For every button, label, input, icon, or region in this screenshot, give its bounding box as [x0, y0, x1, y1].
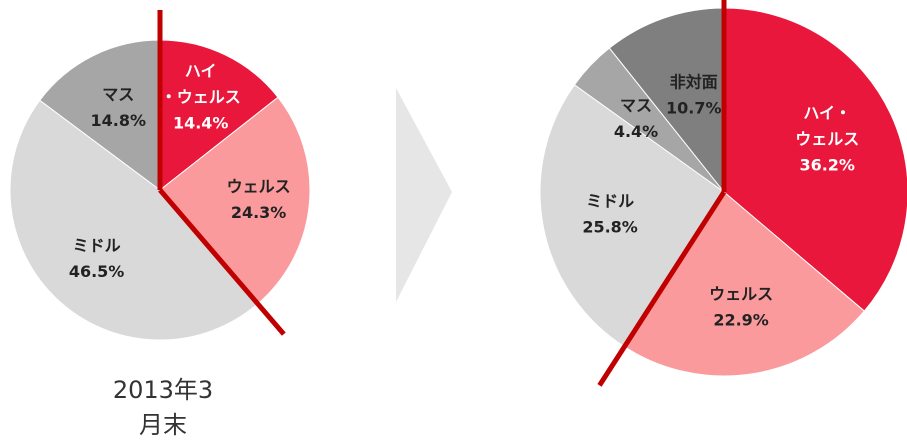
- pie-slice: [159, 39, 279, 192]
- slice-value-label: 10.7%: [666, 99, 722, 118]
- slice-value-label: 46.5%: [69, 262, 125, 281]
- slice-value-label: 25.8%: [582, 218, 638, 237]
- slice-name-label: ウェルス: [709, 285, 773, 304]
- pie-slice: [159, 96, 311, 305]
- divider-line-diagonal: [158, 188, 286, 336]
- chart-caption-2013: 2013年3月末: [112, 376, 214, 439]
- pie-slice: [723, 7, 907, 312]
- slice-name-label: ウェルス: [227, 177, 291, 196]
- chevron-right-icon: [396, 88, 452, 302]
- pie-chart-2013: ハイ・ウェルス 14.4% ウェルス 24.3% ミドル 46.5% マス 14.8%: [9, 10, 311, 341]
- slice-name-label: マス: [620, 96, 652, 115]
- slice-name-label: ウェルス: [795, 129, 859, 148]
- slice-value-label: 22.9%: [713, 311, 769, 330]
- slice-value-label: 14.8%: [91, 111, 147, 130]
- pie-slice: [39, 39, 161, 191]
- pie-chart-current: ハイ・ウェルス 36.2% ウェルス 22.9% ミドル 25.8% マス 4.4% 非対面 10…: [539, 0, 907, 387]
- slice-name-label: 非対面: [670, 73, 718, 92]
- slice-value-label: 36.2%: [799, 155, 855, 174]
- slice-name-label: ハイ: [185, 61, 217, 80]
- slice-name-label: マス: [102, 85, 134, 104]
- pie-slice: [539, 84, 725, 348]
- slice-name-label: ・ウェルス: [161, 87, 241, 106]
- slice-value-label: 24.3%: [231, 203, 287, 222]
- pie-slice: [608, 7, 725, 194]
- pie-slice: [9, 99, 259, 341]
- slice-name-label: ハイ・: [803, 103, 851, 122]
- pie-slice: [623, 191, 865, 377]
- slice-value-label: 14.4%: [173, 113, 229, 132]
- slice-value-label: 4.4%: [614, 122, 658, 141]
- slice-name-label: ミドル: [586, 192, 634, 211]
- divider-line-diagonal: [597, 190, 727, 387]
- slice-name-label: ミドル: [73, 236, 121, 255]
